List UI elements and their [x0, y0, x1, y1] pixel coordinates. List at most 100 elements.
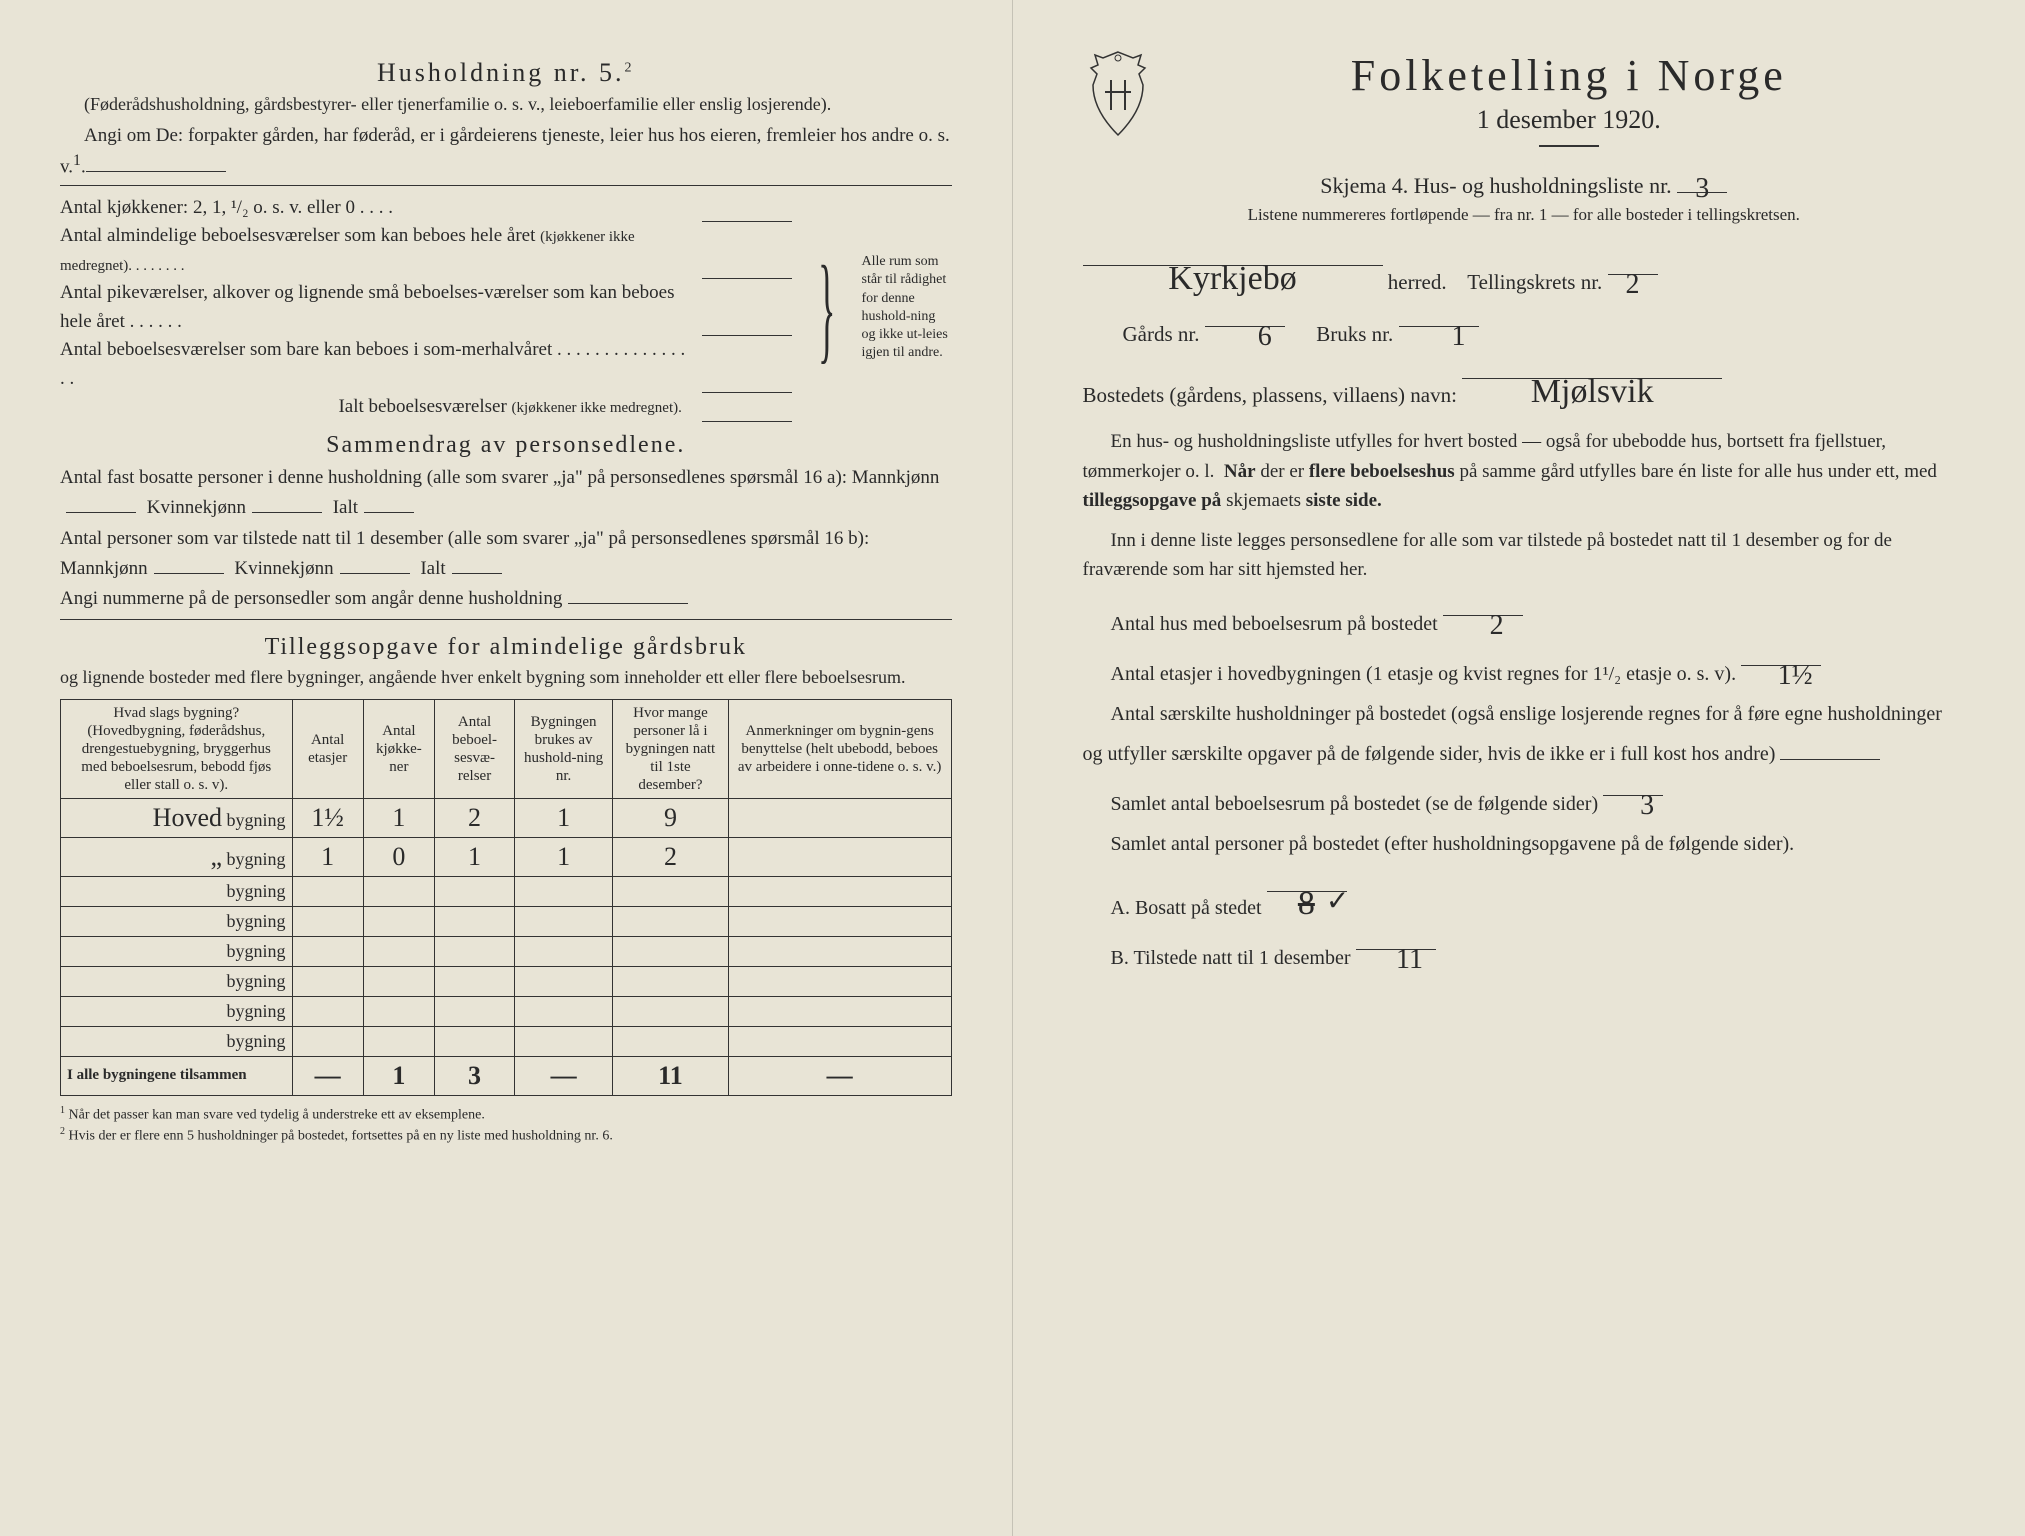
room-block: Antal kjøkkener: 2, 1, ¹/₂ o. s. v. elle… — [60, 194, 952, 422]
table-cell — [363, 996, 434, 1026]
q-etasjer-label: Antal etasjer i hovedbygningen (1 etasje… — [1111, 663, 1737, 685]
table-cell — [363, 876, 434, 906]
room-pike: Antal pikeværelser, alkover og lignende … — [60, 279, 792, 336]
room-kjokkener-label: Antal kjøkkener: 2, 1, ¹/₂ o. s. v. elle… — [60, 194, 694, 223]
q-a: A. Bosatt på stedet 8 ✓ — [1083, 870, 1966, 928]
row-label: bygning — [61, 906, 293, 936]
bostedets-label: Bostedets (gårdens, plassens, villaens) … — [1083, 383, 1457, 407]
th-1: Antal etasjer — [292, 699, 363, 798]
main-title: Folketelling i Norge — [1173, 50, 1966, 101]
table-cell — [728, 837, 951, 876]
room-ialt-text: Ialt beboelsesværelser — [338, 396, 506, 417]
row-label: „ bygning — [61, 837, 293, 876]
angi-num-slot — [568, 603, 688, 604]
table-cell — [728, 996, 951, 1026]
skjema-label: Skjema 4. Hus- og husholdningsliste nr. — [1320, 173, 1671, 198]
table-cell — [728, 906, 951, 936]
husholdning-sup: 2 — [625, 60, 635, 75]
q-b-val: 11 — [1396, 944, 1423, 975]
room-kjokkener-slot — [702, 194, 792, 223]
check-mark-icon: ✓ — [1326, 886, 1349, 917]
table-body: Hoved bygning1½1219„ bygning10112bygning… — [61, 798, 952, 1056]
skjema-val: 3 — [1695, 173, 1709, 204]
footnote-2: 2 Hvis der er flere enn 5 husholdninger … — [60, 1125, 952, 1146]
table-cell — [515, 996, 613, 1026]
q-beboelses-label: Samlet antal beboelsesrum på bostedet (s… — [1111, 793, 1599, 815]
ialt-label2: Ialt — [420, 558, 445, 579]
room-ialt-label: Ialt beboelsesværelser (kjøkkener ikke m… — [60, 393, 694, 422]
row-label: Hoved bygning — [61, 798, 293, 837]
title-date: 1 desember 1920. — [1173, 105, 1966, 135]
title-block: Folketelling i Norge 1 desember 1920. — [1173, 50, 1966, 157]
row-suffix: bygning — [227, 911, 286, 931]
table-row: bygning — [61, 996, 952, 1026]
gards-line: Gårds nr. 6 Bruks nr. 1 — [1083, 304, 1966, 356]
tillegg-table: Hvad slags bygning? (Hovedbygning, føder… — [60, 699, 952, 1096]
th-5: Hvor mange personer lå i bygningen natt … — [613, 699, 729, 798]
listene-note: Listene nummereres fortløpende — fra nr.… — [1083, 205, 1966, 225]
cell-value: 0 — [392, 842, 405, 871]
cell-value: 1½ — [311, 803, 344, 832]
row-suffix: bygning — [227, 1001, 286, 1021]
q-etasjer-slot: 1½ — [1741, 644, 1821, 666]
para-1: En hus- og husholdningsliste utfylles fo… — [1083, 427, 1966, 515]
room-sommer-slot — [702, 336, 792, 393]
room-sommer-label: Antal beboelsesværelser som bare kan beb… — [60, 336, 694, 393]
table-cell — [515, 906, 613, 936]
room-kjokkener: Antal kjøkkener: 2, 1, ¹/₂ o. s. v. elle… — [60, 194, 792, 223]
crest-icon — [1083, 50, 1153, 140]
table-cell — [515, 936, 613, 966]
row-suffix: bygning — [227, 1031, 286, 1051]
husholdning-title-text: Husholdning nr. 5. — [377, 58, 625, 87]
row-label: bygning — [61, 1026, 293, 1056]
bruks-slot: 1 — [1399, 304, 1479, 327]
table-cell: 1 — [515, 798, 613, 837]
q-etasjer-val: 1½ — [1778, 660, 1813, 691]
gards-val: 6 — [1258, 321, 1272, 352]
q-hus-label: Antal hus med beboelsesrum på bostedet — [1111, 613, 1438, 635]
table-cell — [613, 996, 729, 1026]
table-row: bygning — [61, 1026, 952, 1056]
sammendrag-title: Sammendrag av personsedlene. — [60, 432, 952, 459]
kvinne-label2: Kvinnekjønn — [234, 558, 333, 579]
table-cell — [613, 966, 729, 996]
table-row: Hoved bygning1½1219 — [61, 798, 952, 837]
q-hush: Antal særskilte husholdninger på bostede… — [1083, 694, 1966, 774]
table-cell: 1½ — [292, 798, 363, 837]
tillegg-sub: og lignende bosteder med flere bygninger… — [60, 665, 952, 689]
ialt-slot2 — [452, 573, 502, 574]
ialt-slot1 — [364, 512, 414, 513]
table-cell — [363, 966, 434, 996]
table-cell — [728, 798, 951, 837]
q-b-slot: 11 — [1356, 928, 1436, 950]
table-row: bygning — [61, 906, 952, 936]
angi-underline — [60, 185, 952, 186]
q-beboelses-val: 3 — [1640, 790, 1654, 821]
total-4: 11 — [613, 1056, 729, 1095]
angi-text: Angi om De: forpakter gården, har føderå… — [60, 122, 952, 180]
room-alm-text: Antal almindelige beboelsesværelser som … — [60, 225, 535, 246]
gards-label: Gårds nr. — [1123, 322, 1200, 346]
cell-value: 2 — [468, 803, 481, 832]
table-cell: 2 — [613, 837, 729, 876]
row-label: bygning — [61, 936, 293, 966]
cell-value: 2 — [664, 842, 677, 871]
table-cell — [292, 936, 363, 966]
row-suffix: bygning — [227, 881, 286, 901]
table-cell — [434, 1026, 514, 1056]
th-4: Bygningen brukes av hushold-ning nr. — [515, 699, 613, 798]
mann-slot2 — [154, 573, 224, 574]
total-5-val: — — [827, 1061, 853, 1090]
bostedets-val: Mjølsvik — [1531, 373, 1654, 410]
total-2: 3 — [434, 1056, 514, 1095]
sammendrag-line2: Antal personer som var tilstede natt til… — [60, 524, 952, 585]
q-beboelses: Samlet antal beboelsesrum på bostedet (s… — [1083, 774, 1966, 824]
right-page: Folketelling i Norge 1 desember 1920. Sk… — [1013, 0, 2025, 1536]
husholdning-title: Husholdning nr. 5.2 — [60, 58, 952, 88]
footnote-1-text: Når det passer kan man svare ved tydelig… — [69, 1108, 485, 1123]
herred-label: herred. — [1388, 270, 1447, 294]
row-label-handwritten: Hoved — [153, 803, 222, 832]
title-rule — [1539, 145, 1599, 147]
q-a-val: 8 — [1298, 885, 1315, 922]
sammendrag-l2: Antal personer som var tilstede natt til… — [60, 528, 869, 579]
